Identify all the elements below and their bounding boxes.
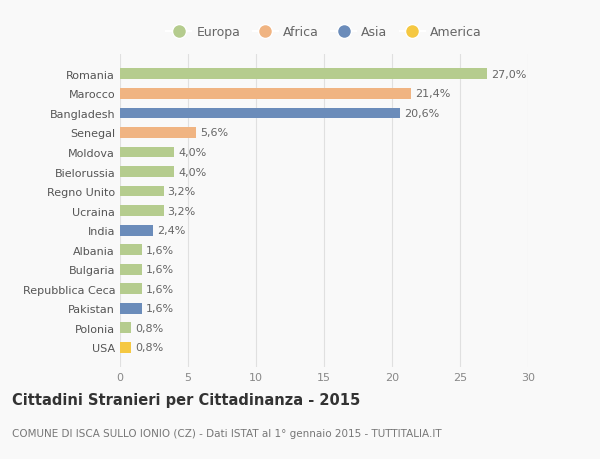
Text: 4,0%: 4,0% (178, 167, 207, 177)
Bar (120, 245, 142, 256)
Text: 5,6%: 5,6% (200, 128, 229, 138)
Text: COMUNE DI ISCA SULLO IONIO (CZ) - Dati ISTAT al 1° gennaio 2015 - TUTTITALIA.IT: COMUNE DI ISCA SULLO IONIO (CZ) - Dati I… (12, 428, 442, 438)
Text: 2,4%: 2,4% (157, 226, 185, 235)
Text: 0,8%: 0,8% (135, 323, 163, 333)
Text: 1,6%: 1,6% (146, 245, 174, 255)
Bar (120, 284, 142, 295)
Bar (120, 225, 152, 236)
Text: 21,4%: 21,4% (415, 89, 451, 99)
Bar (120, 69, 487, 80)
Text: 0,8%: 0,8% (135, 343, 163, 353)
Text: 3,2%: 3,2% (167, 187, 196, 196)
Bar (120, 128, 196, 139)
Text: 1,6%: 1,6% (146, 265, 174, 274)
Bar (120, 147, 175, 158)
Bar (120, 108, 400, 119)
Text: Cittadini Stranieri per Cittadinanza - 2015: Cittadini Stranieri per Cittadinanza - 2… (12, 392, 360, 407)
Bar (120, 186, 164, 197)
Text: 3,2%: 3,2% (167, 206, 196, 216)
Text: 1,6%: 1,6% (146, 304, 174, 313)
Bar (120, 89, 411, 100)
Text: 27,0%: 27,0% (491, 70, 527, 79)
Legend: Europa, Africa, Asia, America: Europa, Africa, Asia, America (164, 24, 484, 42)
Text: 4,0%: 4,0% (178, 148, 207, 157)
Bar (120, 167, 175, 178)
Bar (120, 206, 164, 217)
Text: 20,6%: 20,6% (404, 109, 439, 118)
Bar (120, 323, 131, 334)
Bar (120, 342, 131, 353)
Text: 1,6%: 1,6% (146, 284, 174, 294)
Bar (120, 303, 142, 314)
Bar (120, 264, 142, 275)
